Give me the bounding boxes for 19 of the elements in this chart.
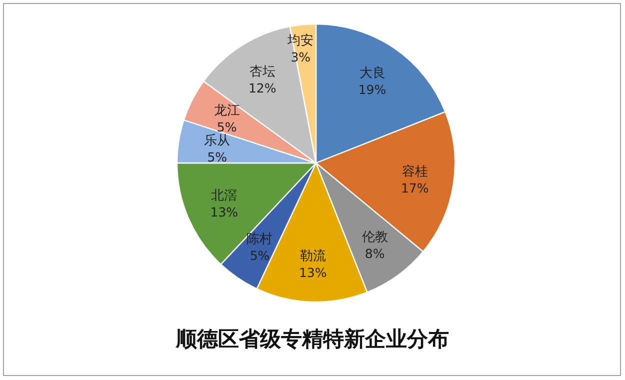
data-label: 17% xyxy=(400,180,429,196)
text: 顺德区省级专精特新企业分布 xyxy=(175,326,449,351)
data-label: 5% xyxy=(207,149,228,164)
slice-label: 勒流 xyxy=(300,248,326,264)
slice-label: 陈村 xyxy=(246,232,273,247)
slice-label: 大良 xyxy=(359,66,386,82)
slice-label: 容桂 xyxy=(402,164,428,180)
slice-label: 北滘 xyxy=(211,188,238,204)
data-label: 19% xyxy=(358,82,386,98)
slice-label: 乐从 xyxy=(204,133,230,148)
data-label: 5% xyxy=(216,120,237,135)
data-label: 13% xyxy=(210,204,238,220)
data-label: 13% xyxy=(298,265,327,280)
slice-label: 龙江 xyxy=(214,104,240,119)
data-label: 8% xyxy=(364,246,385,261)
slice-label: 伦教 xyxy=(362,230,388,245)
data-label: 5% xyxy=(250,248,270,263)
data-label: 12% xyxy=(248,80,276,96)
slice-label: 杏坛 xyxy=(249,64,276,80)
